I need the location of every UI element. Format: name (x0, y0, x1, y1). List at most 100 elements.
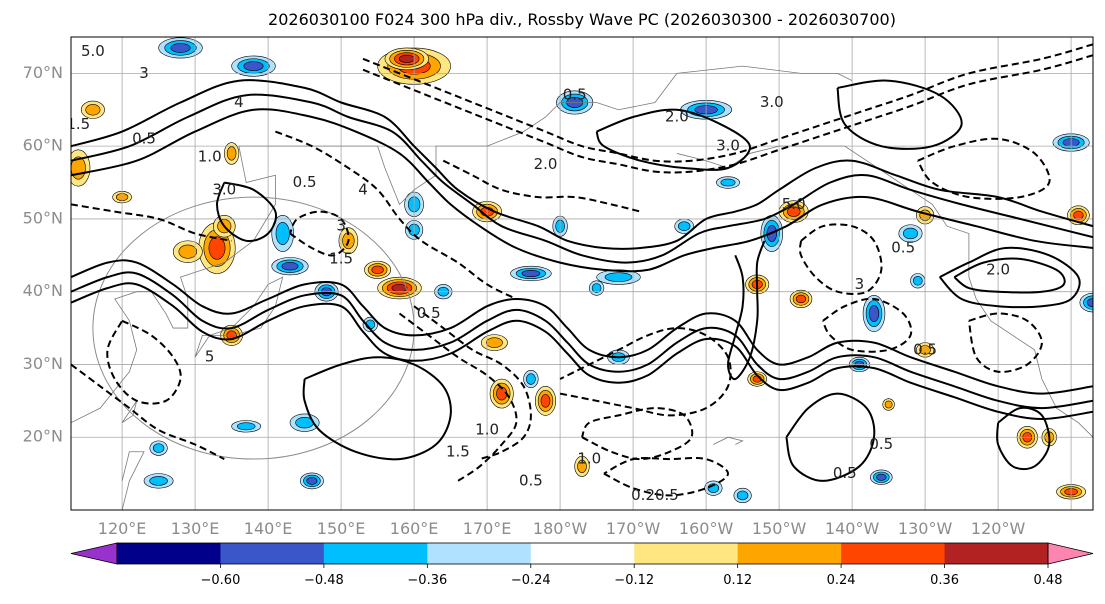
negative-contour (413, 305, 532, 461)
colorbar-tick-label: −0.36 (407, 573, 447, 588)
negative-contour (798, 223, 883, 295)
contour-label: 4 (234, 93, 244, 111)
colorbar-tick-label: −0.24 (511, 573, 551, 588)
contour-label: 0.5 (913, 340, 937, 358)
contour-label: 0.5 (293, 173, 317, 191)
divergence-patch (281, 262, 299, 271)
longitude-label: 150°W (752, 519, 807, 538)
negative-contour (581, 407, 694, 461)
negative-contour (275, 130, 517, 300)
contour-label: 3 (336, 217, 346, 235)
negative-contour (821, 297, 913, 353)
latitude-label: 20°N (23, 427, 63, 446)
divergence-patch (720, 178, 736, 187)
map-frame (70, 36, 1094, 511)
divergence-patch (795, 294, 807, 304)
colorbar-extend-high (1047, 542, 1094, 565)
colorbar-tick-label: −0.60 (201, 573, 241, 588)
longitude-label: 170°E (463, 519, 512, 538)
latitude-label: 50°N (23, 208, 63, 227)
latitude-labels: 70°N 60°N 50°N 40°N 30°N 20°N (23, 63, 63, 446)
contour-label: 0.5 (891, 239, 915, 257)
coastline (676, 145, 1093, 438)
positive-contour (71, 93, 1093, 264)
longitude-label: 130°E (171, 519, 220, 538)
colorbar-tick-label: 0.24 (827, 573, 856, 588)
contour-label: 0.5 (833, 464, 857, 482)
divergence-patch (1073, 210, 1084, 220)
contour-label: 0.5 (869, 435, 893, 453)
divergence-patch (591, 283, 602, 293)
positive-contour (595, 108, 751, 171)
divergence-patch (306, 477, 318, 485)
divergence-patch (540, 394, 551, 408)
positive-contour (953, 257, 1066, 294)
divergence-patch (243, 61, 264, 71)
contour-label: 2.0 (986, 260, 1010, 278)
longitude-label: 130°W (898, 519, 953, 538)
colorbar-segment (323, 543, 428, 564)
colorbar-tick-label: 0.36 (930, 573, 959, 588)
contour-lines (71, 43, 1093, 497)
divergence-patch (236, 422, 256, 431)
contour-label: 1.5 (446, 442, 470, 460)
colorbar-segment (117, 543, 221, 564)
contour-label: 3.0 (212, 180, 236, 198)
longitude-label: 140°W (825, 519, 880, 538)
contour-label: 5.0 (81, 42, 105, 60)
longitude-label: 160°W (679, 519, 734, 538)
contour-label: 1.0 (475, 420, 499, 438)
contour-label: 1.5 (66, 115, 90, 133)
longitude-labels: 120°E 130°E 140°E 150°E 160°E 170°E 180°W 170°W… (98, 519, 1026, 538)
contour-label: 2.0 (665, 108, 689, 126)
positive-contour (71, 271, 1093, 410)
latitude-label: 40°N (23, 281, 63, 300)
colorbar-segment (737, 543, 842, 564)
negative-contour (398, 312, 518, 482)
divergence-patch (178, 244, 198, 259)
colorbar-segment (944, 543, 1049, 564)
colorbar-segment (427, 543, 532, 564)
contour-label: 0.5 (132, 129, 156, 147)
contour-label: 4 (358, 180, 368, 198)
divergence-patch (149, 476, 168, 486)
divergence-patch (486, 337, 503, 348)
positive-contour (996, 406, 1051, 471)
colorbar-tick-labels: −0.60 −0.48 −0.36 −0.24 −0.12 0.12 0.24 0.36 0.4… (201, 564, 1062, 588)
colorbar-tick-label: −0.48 (304, 573, 344, 588)
divergence-patch (1086, 298, 1093, 308)
positive-contour (71, 282, 1093, 421)
divergence-patch (876, 473, 887, 481)
divergence-patch (678, 221, 691, 231)
positive-contour (726, 240, 766, 381)
divergence-patch (371, 265, 384, 275)
latitude-label: 70°N (23, 63, 63, 82)
negative-contour (442, 159, 641, 213)
divergence-patch (226, 146, 237, 161)
divergence-patch (786, 206, 801, 217)
divergence-patch (152, 443, 165, 453)
longitude-label: 170°W (606, 519, 661, 538)
colorbar-tick-label: 0.12 (723, 573, 752, 588)
longitude-label: 180°W (533, 519, 588, 538)
positive-contour (938, 246, 1081, 309)
colorbar-segment (220, 543, 325, 564)
divergence-patch (208, 236, 226, 260)
negative-contour (106, 319, 182, 405)
negative-contour (71, 203, 232, 242)
colorbar (70, 542, 1094, 565)
negative-contour (71, 363, 225, 460)
contour-label: 0.20.5 (631, 486, 679, 504)
divergence-patch (398, 54, 415, 63)
contour-label: 0.5 (417, 304, 441, 322)
contour-label: 0.5 (519, 471, 543, 489)
contour-label: 2.0 (534, 155, 558, 173)
positive-contour (71, 108, 1093, 273)
negative-contour (559, 327, 732, 417)
longitude-label: 160°E (390, 519, 439, 538)
contour-label: 3.0 (760, 93, 784, 111)
negative-contour (967, 312, 1043, 373)
contour-label: 0.5 (563, 86, 587, 104)
coastline (121, 451, 145, 510)
divergence-patch (903, 227, 918, 240)
